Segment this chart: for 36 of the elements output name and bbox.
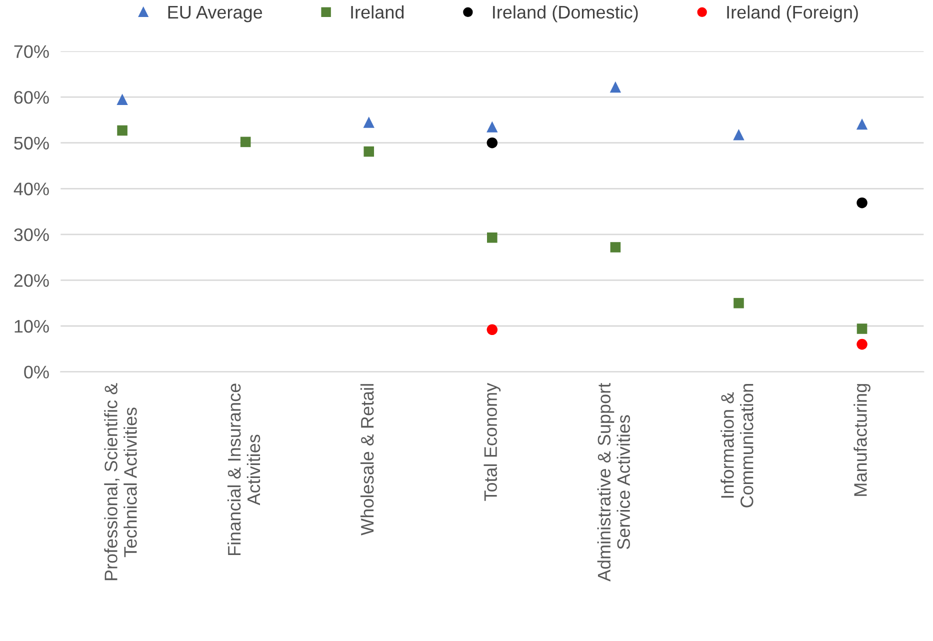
x-tick-label: Administrative & Support Service Activities	[597, 383, 630, 582]
y-tick-label: 20%	[14, 274, 49, 287]
point	[486, 137, 498, 148]
point	[486, 324, 498, 336]
point	[486, 121, 498, 132]
x-tick-label: Professional, Scientific & Technical Activities	[104, 383, 137, 580]
x-tick-label: Manufacturing	[854, 384, 870, 496]
point	[734, 298, 744, 308]
y-tick-label: 40%	[14, 182, 49, 196]
legend-label: Ireland (Foreign)	[727, 5, 858, 22]
point	[733, 129, 744, 140]
x-tick-label: Financial & Insurance Activities	[227, 384, 260, 556]
point	[856, 197, 868, 208]
legend-label: Ireland (Domestic)	[493, 5, 638, 22]
y-tick-label: 10%	[14, 320, 49, 333]
point	[117, 125, 128, 136]
point	[487, 232, 498, 243]
point	[856, 338, 868, 350]
point	[610, 81, 622, 93]
point	[363, 116, 374, 128]
point	[240, 136, 251, 148]
legend-label: EU Average	[168, 6, 262, 22]
y-tick-label: 0%	[24, 366, 49, 378]
y-tick-label: 60%	[14, 91, 49, 104]
x-tick-label: Total Economy	[484, 382, 501, 501]
point	[116, 94, 128, 105]
y-tick-label: 50%	[14, 136, 49, 150]
y-tick-label: 30%	[14, 228, 49, 242]
point	[856, 324, 868, 334]
legend-label: Ireland	[351, 5, 404, 19]
point	[364, 146, 374, 157]
point	[610, 242, 621, 252]
point	[856, 118, 868, 130]
y-tick-label: 70%	[14, 45, 49, 58]
x-tick-label: Information & Communication	[720, 384, 754, 508]
x-tick-label: Wholesale & Retail	[360, 384, 374, 536]
